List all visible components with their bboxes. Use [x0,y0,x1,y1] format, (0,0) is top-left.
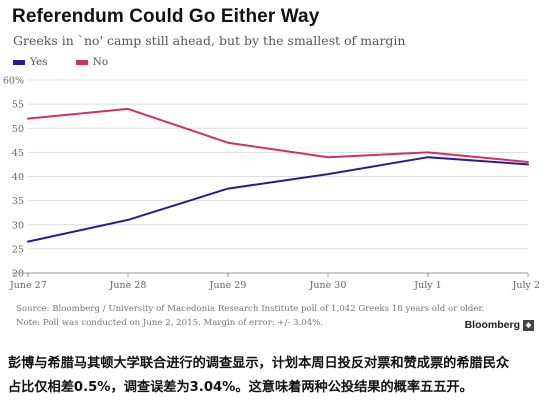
y-tick-label: 45 [12,148,24,159]
y-tick-label: 40 [12,172,24,183]
legend-item-yes: Yes [13,56,48,68]
y-tick-label: 20 [12,269,24,280]
legend-item-no: No [75,56,109,68]
series-line-no [27,107,529,163]
source-note: Source: Bloomberg / University of Macedo… [16,304,485,314]
x-tick-label: June 30 [309,280,347,291]
line-chart: 20 25 30 35 40 45 50 55 60% June 27 June 28 June 29… [3,76,540,292]
y-tick-label: 35 [12,196,24,207]
y-tick-label: 25 [12,244,24,255]
x-tick-label: July 1 [413,280,441,291]
legend-swatch-yes [13,59,25,65]
legend-label-yes: Yes [30,56,48,68]
series-line-yes [27,156,529,243]
x-tick-label: June 29 [209,280,247,291]
legend-label-no: No [92,56,109,68]
chart-title: Referendum Could Go Either Way [12,6,320,27]
y-tick-label: 55 [12,100,24,111]
x-tick-label: July 2 [512,280,540,291]
legend: Yes No [13,56,108,68]
methodology-note: Note: Poll was conducted on June 2, 2015… [16,318,324,328]
brand-mark: Bloomberg ◆ [465,319,534,331]
bloomberg-logo-icon: ◆ [523,319,534,331]
y-tick-label: 60% [3,76,24,87]
legend-swatch-no [75,59,88,65]
caption-line-1: 彭博与希腊马其顿大学联合进行的调查显示，计划本周日投反对票和赞成票的希腊民众 [8,356,510,371]
caption-line-2: 占比仅相差0.5%，调查误差为3.04%。这意味着两种公投结果的概率五五开。 [8,380,473,395]
y-tick-label: 30 [12,220,24,231]
y-tick-label: 50 [12,124,24,135]
x-tick-label: June 27 [9,280,47,291]
brand-name: Bloomberg [464,319,520,331]
caption: 彭博与希腊马其顿大学联合进行的调查显示，计划本周日投反对票和赞成票的希腊民众 占… [8,352,548,400]
chart-subtitle: Greeks in `no' camp still ahead, but by … [13,33,406,48]
x-tick-label: June 28 [109,280,147,291]
